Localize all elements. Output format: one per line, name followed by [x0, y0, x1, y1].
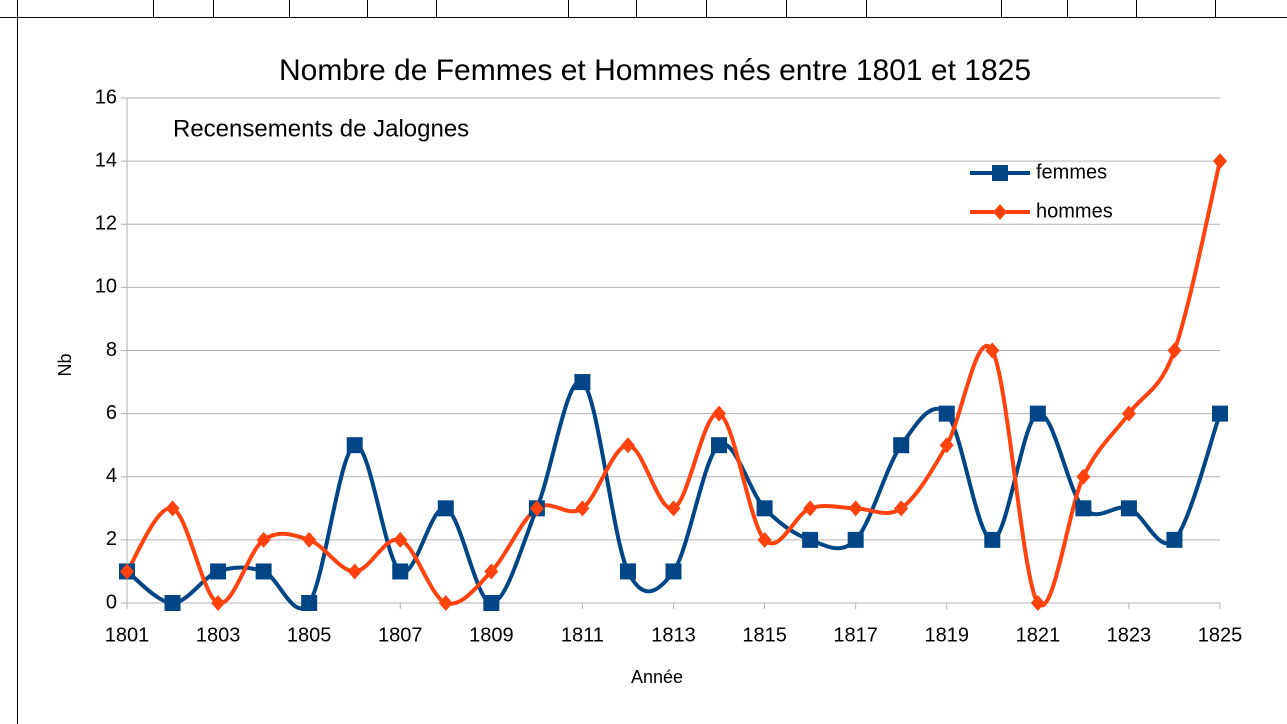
marker [1076, 468, 1091, 485]
marker [575, 500, 590, 517]
marker [1167, 342, 1182, 359]
marker [939, 437, 954, 454]
marker [620, 437, 635, 454]
y-tick-label: 14 [95, 149, 117, 171]
marker [619, 563, 636, 580]
marker [802, 531, 819, 548]
y-tick-label: 0 [106, 591, 117, 613]
marker [985, 342, 1000, 359]
x-tick-label: 1817 [833, 624, 878, 646]
marker [1120, 500, 1137, 517]
marker [1029, 405, 1046, 422]
y-tick-label: 6 [106, 402, 117, 424]
marker [211, 595, 226, 611]
x-tick-label: 1801 [105, 624, 150, 646]
y-tick-label: 8 [106, 339, 117, 361]
x-tick-label: 1813 [651, 624, 696, 646]
marker [847, 531, 864, 548]
series-line [125, 160, 1222, 608]
marker [992, 165, 1008, 181]
marker [210, 563, 227, 580]
marker [1075, 500, 1092, 517]
marker [803, 500, 818, 517]
x-tick-label: 1807 [378, 624, 423, 646]
marker [347, 563, 362, 580]
marker [894, 500, 909, 517]
marker [712, 405, 727, 422]
marker [255, 563, 272, 580]
marker [393, 531, 408, 548]
marker [574, 374, 591, 391]
x-tick-label: 1819 [925, 624, 970, 646]
annotation: Recensements de Jalognes [173, 115, 469, 142]
marker [711, 437, 728, 454]
x-axis-label: Année [631, 667, 683, 687]
marker [984, 531, 1001, 548]
marker [1213, 153, 1227, 170]
marker [938, 405, 955, 422]
marker [164, 595, 181, 611]
marker [302, 531, 317, 548]
x-tick-label: 1823 [1107, 624, 1152, 646]
marker [665, 563, 682, 580]
marker [438, 595, 453, 611]
marker [484, 563, 499, 580]
marker [666, 500, 681, 517]
y-tick-label: 16 [95, 86, 117, 108]
marker [1166, 531, 1183, 548]
marker [437, 500, 454, 517]
marker [893, 437, 910, 454]
marker [1030, 595, 1045, 611]
marker [256, 531, 271, 548]
x-tick-label: 1821 [1016, 624, 1061, 646]
x-tick-label: 1811 [561, 624, 604, 646]
plot-clip [125, 160, 1222, 611]
marker [301, 595, 318, 611]
marker [1121, 405, 1136, 422]
marker [848, 500, 863, 517]
marker [392, 563, 409, 580]
marker [993, 204, 1007, 220]
marker [756, 500, 773, 517]
y-tick-label: 12 [95, 213, 117, 235]
x-tick-label: 1809 [469, 624, 514, 646]
marker [529, 500, 544, 517]
y-tick-label: 10 [95, 276, 117, 298]
marker [757, 531, 772, 548]
x-tick-label: 1825 [1198, 624, 1243, 646]
x-tick-label: 1803 [196, 624, 241, 646]
chart-title: Nombre de Femmes et Hommes nés entre 180… [279, 54, 1031, 87]
marker [1212, 405, 1228, 422]
y-axis-label: Nb [55, 353, 75, 376]
marker [483, 595, 500, 611]
y-tick-label: 2 [106, 528, 117, 550]
x-tick-label: 1815 [742, 624, 787, 646]
marker [120, 563, 134, 580]
marker [165, 500, 180, 517]
x-tick-label: 1805 [287, 624, 332, 646]
marker [346, 437, 363, 454]
legend-label: femmes [1036, 161, 1107, 183]
legend-label: hommes [1036, 200, 1113, 222]
y-tick-label: 4 [106, 465, 117, 487]
